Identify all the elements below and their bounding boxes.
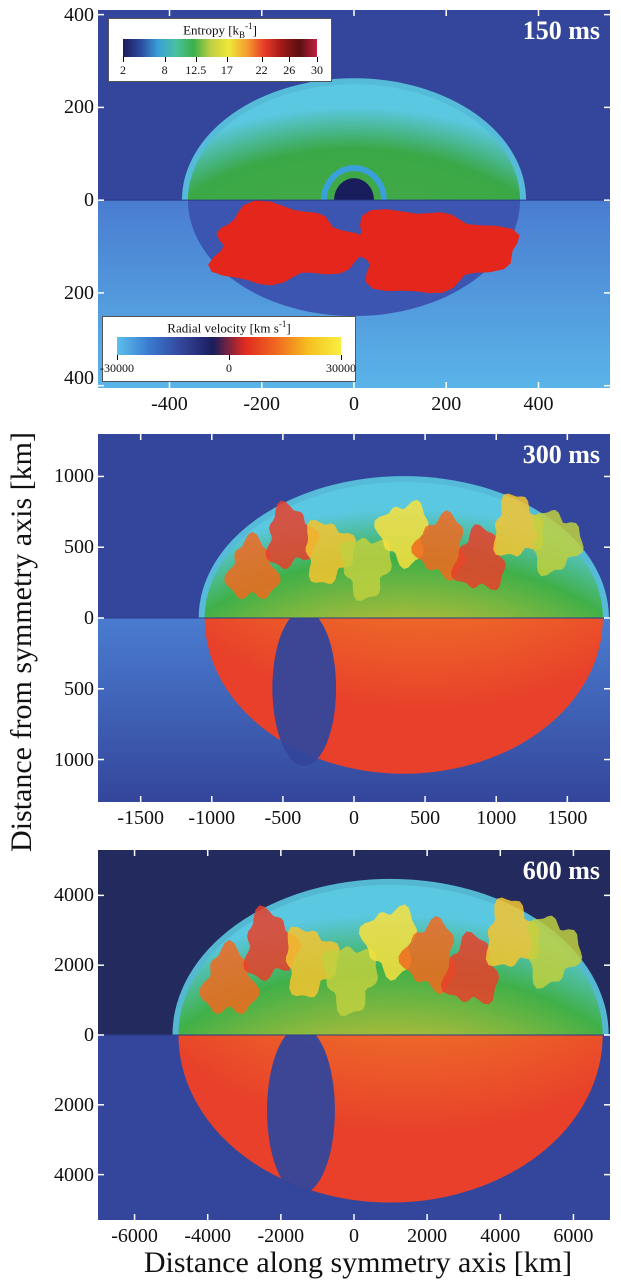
colorbar-tick-label: 26 [283,63,296,77]
colorbar-tick [289,57,291,62]
x-tick-label: -4000 [184,1225,232,1247]
y-tick-label: 400 [64,367,94,389]
y-tick-label: 0 [84,1024,94,1046]
panel-plot [98,850,610,1220]
y-tick-label: 500 [64,536,94,559]
panel-plot [98,434,610,802]
y-tick-label: 2000 [54,1093,94,1116]
colorbar-tick-label: 30000 [326,361,356,375]
colorbar-tick [317,57,318,62]
entropy-plume [305,520,357,584]
y-tick-label: 2000 [54,954,94,977]
x-tick-label: 500 [410,807,441,829]
colorbar-tick-label: 22 [255,63,268,77]
colorbar-tick [164,57,166,62]
entropy-plume [440,931,500,1005]
colorbar-tick-label: 12.5 [185,63,207,77]
x-tick-label: -1000 [188,807,236,829]
panel-plot [98,10,610,388]
colorbar-tick-label: -30000 [100,361,134,375]
entropy-plume [485,897,540,967]
x-tick-label: 1500 [547,807,588,829]
colorbar-tick [226,57,228,62]
outflow-right [352,209,520,294]
colorbar-tick [117,355,118,360]
proto-neutron-star [334,178,374,201]
x-tick-label: 1000 [476,807,517,829]
y-tick-label: 1000 [54,748,94,771]
x-tick-label: 4000 [480,1225,521,1247]
entropy-plume [527,915,583,989]
y-tick-label: 200 [64,96,94,119]
entropy-plume [285,926,340,998]
inner-shell [321,165,387,201]
x-tick-label: 0 [349,1225,359,1247]
velocity-region [204,618,603,774]
y-tick-label: 500 [64,677,94,700]
entropy-colorbar: Entropy [kB-1] 2 8 12.5 17 22 26 30 [108,18,332,82]
entropy-plume [493,493,544,557]
entropy-plume [224,531,281,600]
y-tick-label: 4000 [54,1163,94,1186]
x-tick-label: -1500 [117,807,164,829]
entropy-plume [411,510,466,582]
x-tick-label: 400 [523,393,554,415]
panel-150ms: 150 ms Entropy [kB-1] 2 8 12.5 17 22 26 30 Radial… [98,10,610,388]
velocity-region [178,1035,603,1203]
colorbar-tick-label: 2 [120,63,126,77]
colorbar-tick [341,355,342,360]
entropy-plume [339,537,392,601]
colorbar-tick-label: 17 [220,63,233,77]
x-tick-label: -200 [243,393,281,415]
entropy-plume [398,916,456,995]
time-label: 150 ms [522,16,600,45]
x-axis-label: Distance along symmetry axis [km] [143,1246,573,1279]
outflow-left [208,200,374,286]
entropy-plume [322,946,378,1016]
x-tick-label: 0 [349,807,359,829]
y-tick-label: 400 [64,3,94,26]
shocked-region-upper [187,84,521,201]
x-tick-label: 0 [349,393,359,415]
entropy-plume [450,524,506,591]
panel-300ms: 300 ms [98,434,610,802]
entropy-region [181,78,527,201]
y-tick-label: 1000 [54,465,94,488]
x-tick-label: 6000 [553,1225,594,1247]
y-axis-label: Distance from symmetry axis [km] [5,432,38,852]
y-tick-label: 4000 [54,884,94,907]
y-tick-label: 200 [64,281,94,304]
y-tick-label: 0 [84,607,94,629]
x-tick-label: 200 [431,393,462,415]
velocity-region [187,200,521,317]
time-label: 300 ms [522,440,600,469]
colorbar-tick [261,57,263,62]
colorbar-tick [229,355,230,360]
x-tick-label: -6000 [111,1225,158,1247]
colorbar-tick-label: 0 [226,361,232,375]
entropy-region [172,878,609,1035]
entropy-region [198,476,609,618]
x-tick-label: 2000 [407,1225,448,1247]
colorbar-tick [123,57,124,62]
colorbar-tick-label: 8 [161,63,168,77]
colorbar-tick-label: 30 [311,63,323,77]
time-label: 600 ms [522,856,600,885]
accretion-downflow [267,1035,335,1195]
entropy-plume [532,509,584,577]
y-tick-label: 0 [84,189,94,212]
x-tick-label: -400 [151,393,188,415]
colorbar-title: Entropy [kB-1] [183,21,257,40]
velocity-colorbar: Radial velocity [km s-1] -30000 0 30000 [100,316,356,382]
panel-600ms: 600 ms [98,850,610,1220]
colorbar-gradient [123,39,317,57]
colorbar-gradient [117,337,341,355]
entropy-plume [199,939,260,1015]
x-tick-label: -500 [264,807,302,829]
accretion-downflow [272,618,337,766]
colorbar-title: Radial velocity [km s-1] [167,319,291,336]
colorbar-tick [195,57,197,62]
x-tick-label: -2000 [257,1225,305,1247]
